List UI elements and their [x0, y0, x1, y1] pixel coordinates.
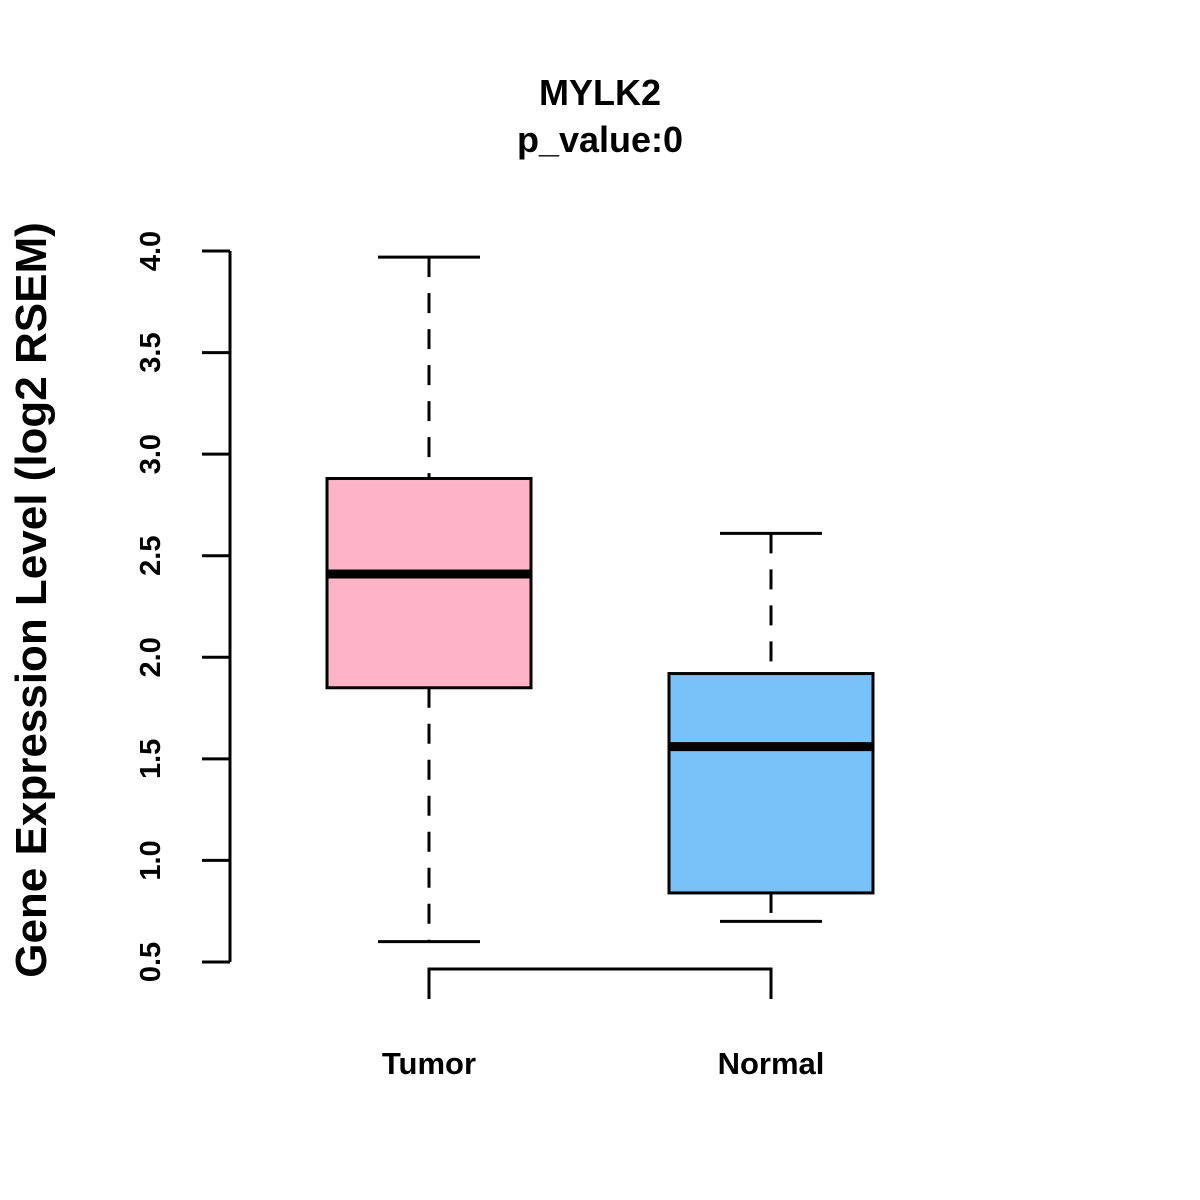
y-tick-label: 0.5 [135, 942, 167, 982]
y-tick-label: 1.0 [135, 840, 167, 880]
y-tick-label: 2.5 [135, 536, 167, 576]
y-tick-label: 2.0 [135, 637, 167, 677]
y-tick-label: 3.5 [135, 332, 167, 372]
comparison-bracket [427, 967, 773, 999]
iqr-box [325, 477, 533, 690]
box-tumor [325, 255, 533, 944]
x-category-label-normal: Normal [718, 1046, 825, 1081]
boxes [325, 255, 875, 944]
x-axis-category-labels: Tumor Normal [382, 1046, 824, 1081]
box-normal [667, 531, 875, 923]
y-tick-label: 1.5 [135, 739, 167, 779]
y-axis: 0.5 1.0 1.5 2.0 2.5 3.0 3.5 4.0 [135, 231, 232, 982]
bracket-line [427, 967, 773, 999]
x-category-label-tumor: Tumor [382, 1046, 476, 1081]
chart-subtitle: p_value:0 [517, 119, 683, 160]
chart-title: MYLK2 [539, 72, 661, 113]
iqr-box [667, 672, 875, 895]
y-tick-label: 4.0 [135, 231, 167, 271]
y-axis-label: Gene Expression Level (log2 RSEM) [7, 222, 56, 978]
y-tick-label: 3.0 [135, 434, 167, 474]
